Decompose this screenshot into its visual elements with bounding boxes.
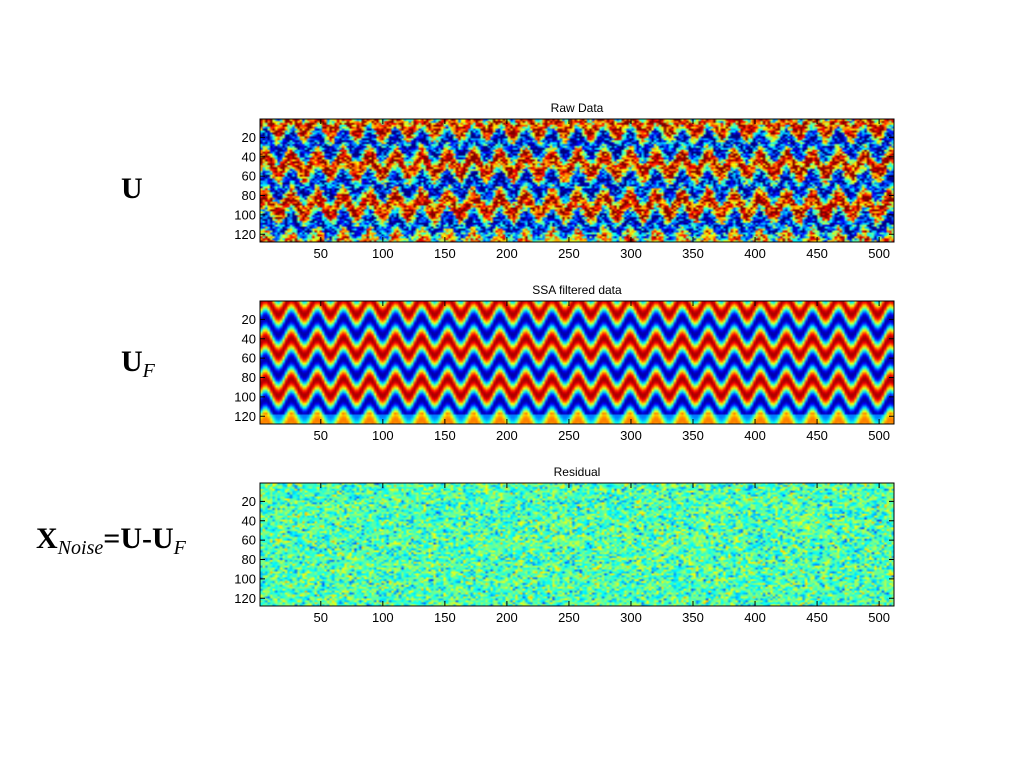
label-xnoise-subscript: Noise — [57, 537, 104, 559]
y-tick-label: 100 — [234, 389, 256, 404]
x-tick-label: 300 — [620, 610, 642, 625]
x-tick-label: 500 — [868, 428, 890, 443]
y-tick-label: 80 — [242, 552, 256, 567]
y-tick-label: 100 — [234, 571, 256, 586]
label-xnoise-equation: =U-U — [103, 522, 174, 555]
residual-panel: Residual 50 100 150 200 250 300 350 400 450 500 20 4… — [200, 456, 920, 626]
ssa-filtered-chart: SSA filtered data 50 100 150 200 250 300 350 400… — [234, 283, 895, 443]
y-tick-label: 80 — [242, 370, 256, 385]
x-tick-label: 50 — [314, 610, 328, 625]
y-tick-label: 60 — [242, 533, 256, 548]
y-tick-label: 120 — [234, 591, 256, 606]
y-tick-label: 80 — [242, 188, 256, 203]
x-tick-label: 350 — [682, 246, 704, 261]
label-xnoise: XNoise=U-UF — [36, 522, 186, 559]
x-tick-label: 450 — [806, 610, 828, 625]
x-tick-label: 400 — [744, 246, 766, 261]
chart-title: Raw Data — [551, 101, 604, 115]
x-tick-label: 350 — [682, 610, 704, 625]
y-tick-label: 60 — [242, 169, 256, 184]
raw-data-panel: Raw Data 50 100 150 200 250 300 350 400 450 500 20 4… — [200, 92, 920, 262]
x-tick-label: 450 — [806, 428, 828, 443]
y-tick-label: 120 — [234, 409, 256, 424]
heatmap-cells — [260, 301, 894, 424]
plot-frame — [259, 118, 895, 243]
x-tick-label: 50 — [314, 428, 328, 443]
heatmap-cells — [260, 119, 894, 242]
raw-data-chart: Raw Data 50 100 150 200 250 300 350 400 450 500 20 4… — [234, 101, 895, 261]
x-tick-label: 250 — [558, 610, 580, 625]
x-tick-label: 250 — [558, 246, 580, 261]
x-tick-label: 100 — [372, 246, 394, 261]
x-tick-label: 400 — [744, 610, 766, 625]
label-u: U — [121, 172, 143, 206]
ssa-filtered-panel: SSA filtered data 50 100 150 200 250 300 350 400… — [200, 274, 920, 444]
y-tick-label: 120 — [234, 227, 256, 242]
y-tick-label: 40 — [242, 149, 256, 164]
y-tick-label: 40 — [242, 513, 256, 528]
label-uf-text: U — [121, 345, 143, 378]
x-tick-label: 150 — [434, 610, 456, 625]
y-tick-label: 20 — [242, 312, 256, 327]
x-tick-label: 200 — [496, 610, 518, 625]
x-tick-label: 300 — [620, 246, 642, 261]
x-tick-label: 400 — [744, 428, 766, 443]
x-tick-label: 200 — [496, 246, 518, 261]
plot-frame — [259, 300, 895, 425]
y-tick-label: 100 — [234, 207, 256, 222]
y-tick-label: 20 — [242, 130, 256, 145]
x-tick-label: 50 — [314, 246, 328, 261]
x-tick-label: 100 — [372, 428, 394, 443]
x-tick-label: 450 — [806, 246, 828, 261]
label-u-text: U — [121, 172, 143, 205]
y-tick-label: 40 — [242, 331, 256, 346]
x-tick-label: 150 — [434, 246, 456, 261]
plot-frame — [259, 482, 895, 607]
x-tick-label: 250 — [558, 428, 580, 443]
x-tick-label: 200 — [496, 428, 518, 443]
chart-title: SSA filtered data — [532, 283, 622, 297]
x-tick-label: 100 — [372, 610, 394, 625]
y-tick-label: 60 — [242, 351, 256, 366]
heatmap-cells — [260, 483, 894, 606]
residual-chart: Residual 50 100 150 200 250 300 350 400 450 500 20 4… — [234, 465, 895, 625]
label-xnoise-equation-subscript: F — [173, 537, 186, 559]
label-xnoise-x: X — [36, 522, 58, 555]
x-tick-label: 350 — [682, 428, 704, 443]
label-uf: UF — [121, 345, 155, 382]
x-tick-label: 150 — [434, 428, 456, 443]
y-tick-label: 20 — [242, 494, 256, 509]
label-uf-subscript: F — [142, 360, 155, 382]
x-tick-label: 300 — [620, 428, 642, 443]
x-tick-label: 500 — [868, 246, 890, 261]
x-tick-label: 500 — [868, 610, 890, 625]
chart-title: Residual — [554, 465, 601, 479]
